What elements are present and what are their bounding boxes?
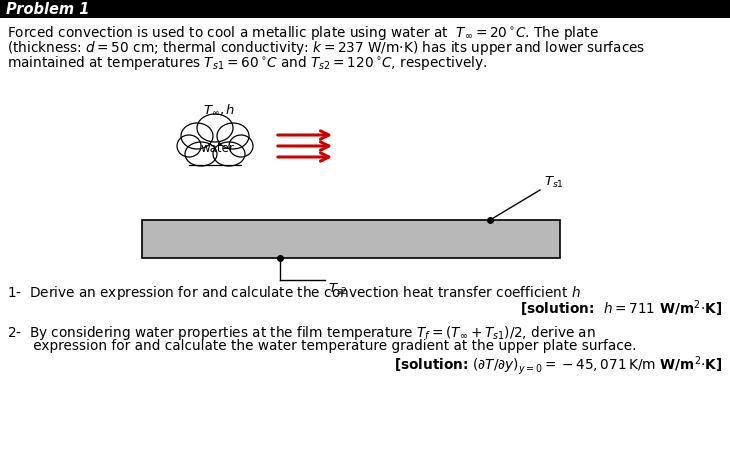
Ellipse shape	[181, 124, 213, 150]
Ellipse shape	[197, 115, 233, 143]
Text: $T_\infty, h$: $T_\infty, h$	[203, 103, 236, 117]
Text: $T_{s1}$: $T_{s1}$	[544, 175, 564, 189]
Text: 2-  By considering water properties at the film temperature $T_f = (T_\infty + T: 2- By considering water properties at th…	[7, 323, 596, 341]
Ellipse shape	[185, 143, 217, 166]
Text: $T_{s2}$: $T_{s2}$	[328, 281, 347, 296]
Text: maintained at temperatures $T_{s1} = 60\,^{\circ}C$ and $T_{s2} = 120\,^{\circ}C: maintained at temperatures $T_{s1} = 60\…	[7, 54, 488, 72]
Ellipse shape	[229, 136, 253, 158]
Text: [solution:  $h = 711$ W/m$^{2}$$\cdot$K]: [solution: $h = 711$ W/m$^{2}$$\cdot$K]	[520, 297, 722, 318]
Bar	[0, 0, 730, 19]
Text: Forced convection is used to cool a metallic plate using water at  $T_\infty = 2: Forced convection is used to cool a meta…	[7, 24, 599, 42]
Text: Problem 1: Problem 1	[6, 2, 89, 17]
Text: [solution: $(\partial T/\partial y)_{y=0} = -45,071\,\mathrm{K/m}$ W/m$^{2}$$\cd: [solution: $(\partial T/\partial y)_{y=0…	[393, 353, 722, 376]
Ellipse shape	[187, 129, 243, 165]
Text: expression for and calculate the water temperature gradient at the upper plate s: expression for and calculate the water t…	[7, 338, 637, 352]
Ellipse shape	[213, 143, 245, 166]
Text: 1-  Derive an expression for and calculate the convection heat transfer coeffici: 1- Derive an expression for and calculat…	[7, 283, 581, 301]
Text: (thickness: $d = 50$ cm; thermal conductivity: $k = 237$ W/m$\cdot$K) has its up: (thickness: $d = 50$ cm; thermal conduct…	[7, 39, 645, 57]
Text: water: water	[200, 141, 234, 154]
Bar	[142, 221, 560, 258]
Ellipse shape	[177, 136, 201, 158]
Ellipse shape	[217, 124, 249, 150]
